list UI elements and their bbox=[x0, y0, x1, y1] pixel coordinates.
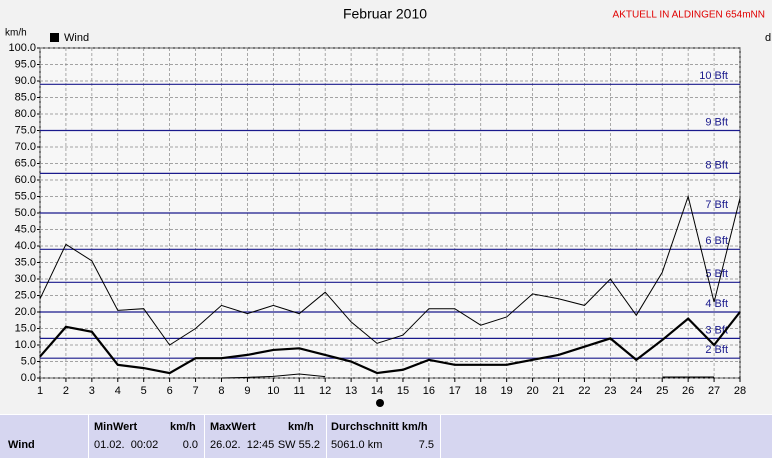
x-tick-label: 16 bbox=[423, 385, 435, 397]
x-tick-label: 2 bbox=[63, 385, 69, 397]
beaufort-label: 2 Bft bbox=[705, 344, 728, 356]
avg-value: 7.5 bbox=[418, 439, 434, 451]
y-tick-label: 20.0 bbox=[15, 306, 36, 318]
max-unit: km/h bbox=[288, 421, 314, 433]
min-time: 01.02. 00:02 bbox=[94, 439, 159, 451]
min-header: MinWert bbox=[94, 421, 138, 433]
x-tick-label: 17 bbox=[449, 385, 461, 397]
x-tick-label: 1 bbox=[37, 385, 43, 397]
x-tick-label: 24 bbox=[630, 385, 642, 397]
y-tick-label: 15.0 bbox=[15, 322, 36, 334]
y-tick-label: 95.0 bbox=[15, 58, 36, 70]
x-tick-label: 15 bbox=[397, 385, 409, 397]
min-unit: km/h bbox=[170, 421, 196, 433]
y-tick-label: 40.0 bbox=[15, 240, 36, 252]
x-tick-label: 22 bbox=[578, 385, 590, 397]
max-header: MaxWert bbox=[210, 421, 256, 433]
series-line bbox=[39, 194, 741, 346]
right-label: d bbox=[765, 32, 771, 44]
y-tick-label: 65.0 bbox=[15, 157, 36, 169]
moon-icon bbox=[376, 399, 384, 407]
station-label: AKTUELL IN ALDINGEN 654mNN bbox=[613, 10, 765, 21]
beaufort-label: 4 Bft bbox=[705, 298, 728, 310]
x-tick-label: 7 bbox=[192, 385, 198, 397]
max-value: SW 55.2 bbox=[277, 439, 320, 451]
avg-header: Durchschnitt km/h bbox=[331, 421, 428, 433]
y-tick-label: 85.0 bbox=[15, 91, 36, 103]
x-tick-label: 14 bbox=[371, 385, 383, 397]
beaufort-label: 10 Bft bbox=[699, 70, 728, 82]
beaufort-label: 5 Bft bbox=[705, 268, 728, 280]
x-tick-label: 9 bbox=[244, 385, 250, 397]
x-tick-label: 27 bbox=[708, 385, 720, 397]
y-axis-label: km/h bbox=[5, 28, 27, 39]
beaufort-label: 9 Bft bbox=[705, 116, 728, 128]
x-tick-label: 26 bbox=[682, 385, 694, 397]
x-tick-label: 21 bbox=[552, 385, 564, 397]
beaufort-label: 8 Bft bbox=[705, 159, 728, 171]
x-tick-label: 5 bbox=[141, 385, 147, 397]
x-tick-label: 28 bbox=[734, 385, 746, 397]
y-tick-label: 50.0 bbox=[15, 207, 36, 219]
y-tick-label: 25.0 bbox=[15, 289, 36, 301]
x-tick-label: 4 bbox=[115, 385, 121, 397]
beaufort-label: 7 Bft bbox=[705, 199, 728, 211]
y-tick-label: 35.0 bbox=[15, 256, 36, 268]
y-tick-label: 70.0 bbox=[15, 141, 36, 153]
y-tick-label: 10.0 bbox=[15, 339, 36, 351]
x-tick-label: 12 bbox=[319, 385, 331, 397]
x-tick-label: 13 bbox=[345, 385, 357, 397]
y-tick-label: 60.0 bbox=[15, 174, 36, 186]
avg-distance: 5061.0 km bbox=[331, 439, 383, 451]
x-tick-label: 3 bbox=[89, 385, 95, 397]
legend-label: Wind bbox=[64, 32, 89, 44]
chart-title: Februar 2010 bbox=[343, 6, 427, 22]
x-tick-label: 25 bbox=[656, 385, 668, 397]
chart: Februar 2010 AKTUELL IN ALDINGEN 654mNN … bbox=[5, 6, 771, 407]
y-tick-label: 90.0 bbox=[15, 75, 36, 87]
row-label: Wind bbox=[8, 439, 35, 451]
y-tick-label: 5.0 bbox=[21, 355, 36, 367]
legend-swatch bbox=[50, 33, 59, 42]
stats-panel: Wind MinWert km/h 01.02. 00:02 0.0 MaxWe… bbox=[0, 414, 772, 458]
y-tick-label: 100.0 bbox=[8, 42, 36, 54]
x-tick-label: 20 bbox=[526, 385, 538, 397]
y-tick-label: 55.0 bbox=[15, 190, 36, 202]
x-tick-label: 11 bbox=[294, 385, 305, 397]
y-tick-label: 30.0 bbox=[15, 273, 36, 285]
max-time: 26.02. 12:45 bbox=[210, 439, 275, 451]
beaufort-label: 6 Bft bbox=[705, 235, 728, 247]
y-tick-label: 75.0 bbox=[15, 124, 36, 136]
y-tick-label: 80.0 bbox=[15, 108, 36, 120]
y-tick-label: 45.0 bbox=[15, 223, 36, 235]
x-tick-label: 10 bbox=[267, 385, 279, 397]
series-line bbox=[221, 373, 326, 379]
x-tick-label: 23 bbox=[604, 385, 616, 397]
x-tick-label: 18 bbox=[475, 385, 487, 397]
min-value: 0.0 bbox=[182, 439, 198, 451]
y-tick-label: 0.0 bbox=[21, 372, 36, 384]
x-tick-label: 6 bbox=[167, 385, 173, 397]
series-line bbox=[39, 311, 741, 375]
x-tick-label: 19 bbox=[501, 385, 513, 397]
x-tick-label: 8 bbox=[218, 385, 224, 397]
